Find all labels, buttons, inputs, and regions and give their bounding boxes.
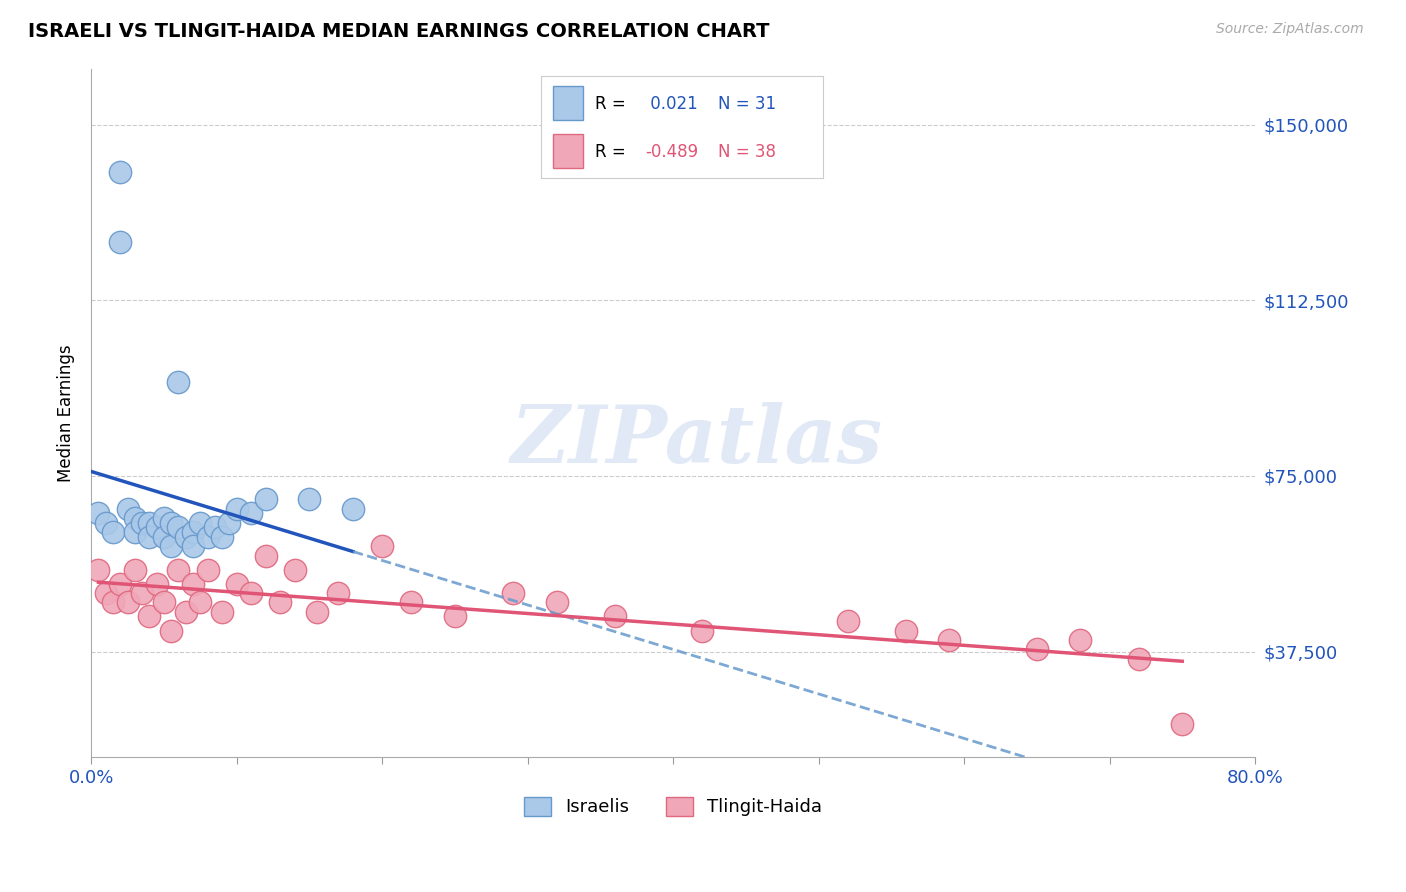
Point (1069, 632, 1091, 647)
Point (502, 586, 524, 600)
Point (138, 609, 160, 624)
Point (211, 605, 233, 619)
Point (110, 235, 132, 249)
Point (167, 563, 190, 577)
Point (87, 563, 110, 577)
Point (254, 549, 277, 563)
Point (284, 563, 307, 577)
Point (211, 530, 233, 544)
Point (181, 576, 204, 591)
Point (342, 501, 364, 516)
Point (138, 516, 160, 530)
Point (181, 539, 204, 553)
Point (160, 624, 183, 638)
Point (197, 530, 219, 544)
Point (1025, 642, 1047, 657)
Point (167, 376, 190, 390)
Point (181, 525, 204, 540)
Point (138, 530, 160, 544)
Point (298, 492, 321, 507)
Point (160, 539, 183, 553)
Point (94, 516, 117, 530)
Point (225, 501, 247, 516)
Point (837, 614, 859, 628)
Point (690, 624, 713, 638)
Point (145, 520, 167, 534)
Point (444, 609, 467, 624)
Point (1128, 651, 1150, 665)
Text: ISRAELI VS TLINGIT-HAIDA MEDIAN EARNINGS CORRELATION CHART: ISRAELI VS TLINGIT-HAIDA MEDIAN EARNINGS… (28, 22, 769, 41)
Point (131, 516, 153, 530)
Point (131, 586, 153, 600)
Point (124, 511, 146, 525)
Point (328, 586, 350, 600)
Point (174, 605, 197, 619)
Point (101, 595, 124, 609)
Text: ZIPatlas: ZIPatlas (510, 401, 883, 479)
Point (1171, 717, 1194, 731)
Text: Source: ZipAtlas.com: Source: ZipAtlas.com (1216, 22, 1364, 37)
Point (188, 516, 211, 530)
Point (117, 595, 139, 609)
Point (204, 520, 226, 534)
Point (546, 595, 568, 609)
Point (160, 516, 183, 530)
Point (269, 595, 291, 609)
Point (174, 530, 197, 544)
Point (938, 632, 960, 647)
Point (197, 563, 219, 577)
Point (101, 525, 124, 540)
Point (153, 595, 176, 609)
Point (305, 605, 328, 619)
Legend: Israelis, Tlingit-Haida: Israelis, Tlingit-Haida (517, 789, 830, 823)
Text: N = 38: N = 38 (718, 143, 776, 161)
Point (218, 516, 240, 530)
Point (153, 511, 176, 525)
Point (894, 624, 917, 638)
Point (110, 576, 132, 591)
Point (124, 525, 146, 540)
Point (110, 164, 132, 178)
Text: N = 31: N = 31 (718, 95, 776, 112)
Text: R =: R = (595, 143, 626, 161)
Point (124, 563, 146, 577)
Point (603, 609, 626, 624)
Point (188, 595, 211, 609)
Point (254, 492, 277, 507)
Point (117, 501, 139, 516)
Point (167, 520, 190, 534)
Point (94, 586, 117, 600)
Point (371, 539, 394, 553)
Text: -0.489: -0.489 (645, 143, 699, 161)
Point (153, 530, 176, 544)
Bar (553, 87, 583, 120)
Text: R =: R = (595, 95, 626, 112)
Point (87, 507, 110, 521)
Point (240, 586, 263, 600)
Text: 0.021: 0.021 (645, 95, 699, 112)
Y-axis label: Median Earnings: Median Earnings (58, 344, 75, 482)
Point (399, 595, 422, 609)
Bar (553, 135, 583, 168)
Point (240, 507, 263, 521)
Point (145, 576, 167, 591)
Point (225, 576, 247, 591)
